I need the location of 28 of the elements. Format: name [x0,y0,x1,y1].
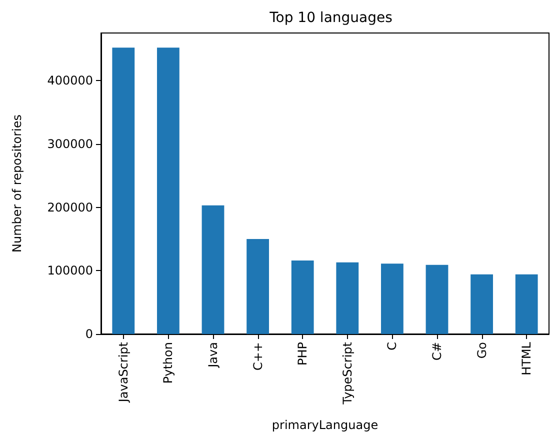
x-tick-label: C++ [250,342,265,370]
x-tick-label: PHP [296,342,310,366]
bar [381,264,404,334]
bar [336,262,359,334]
x-tick-label: Go [474,342,489,359]
bar [157,48,180,334]
bar [202,205,224,334]
bar [246,238,269,334]
bar [291,260,314,334]
x-tick-label: Python [161,342,176,384]
y-tick-label: 0 [85,327,93,341]
chart-title: Top 10 languages [268,10,392,26]
y-axis-title: Number of repositories [10,114,24,252]
x-tick-label: HTML [520,342,534,376]
bar [112,48,135,334]
x-tick-label: C [385,342,400,350]
bar [470,274,493,334]
bar [426,264,448,334]
x-axis-title: primaryLanguage [272,418,378,432]
y-tick-label: 100000 [47,264,93,278]
y-tick-label: 300000 [47,136,93,151]
y-tick-label: 400000 [47,74,93,88]
x-tick-label: TypeScript [340,342,354,406]
x-tick-label: JavaScript [116,342,130,404]
x-tick-label: Java [206,342,220,368]
bar [515,274,538,334]
x-tick-label: C# [430,342,444,360]
y-tick-label: 200000 [47,200,93,214]
